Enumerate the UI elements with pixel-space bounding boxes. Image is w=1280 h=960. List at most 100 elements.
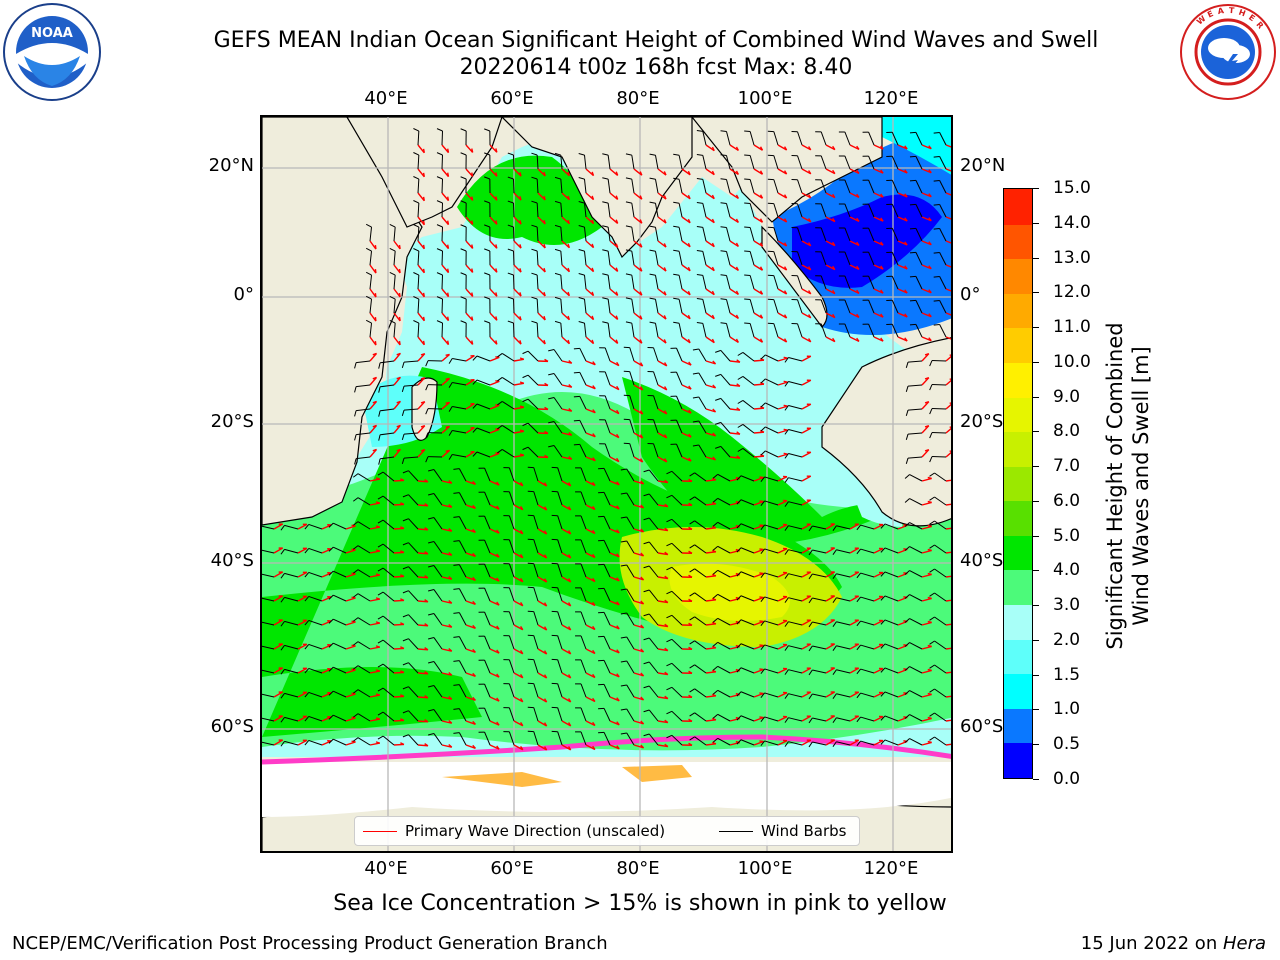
- wind-barb-staff: [536, 274, 539, 290]
- wind-barb-staff: [433, 661, 443, 674]
- wind-barb-staff: [934, 688, 947, 698]
- wind-barb-staff: [868, 203, 875, 218]
- wind-barb-staff: [836, 669, 851, 674]
- wind-barb-flag: [625, 225, 632, 228]
- wave-direction-arrowhead: [928, 169, 932, 174]
- wind-barb-flag: [602, 273, 609, 276]
- wave-direction-arrow: [585, 360, 596, 366]
- wave-direction-arrowhead: [783, 266, 788, 271]
- wind-barb-staff: [891, 252, 899, 266]
- wind-barb-flag: [712, 497, 719, 503]
- wind-barb-staff: [557, 515, 563, 530]
- wave-direction-arrowhead: [472, 552, 476, 557]
- wind-barb-staff: [553, 349, 563, 362]
- wind-barb-staff: [915, 276, 923, 290]
- wave-direction-arrow: [537, 336, 546, 345]
- wind-barb-staff: [765, 426, 779, 434]
- wave-direction-arrowhead: [711, 194, 715, 199]
- wave-direction-arrow: [657, 480, 668, 484]
- wave-direction-arrow: [681, 192, 691, 200]
- chart-subtitle: 20220614 t00z 168h fcst Max: 8.40: [459, 55, 853, 80]
- footer-date: 15 Jun 2022 on Hera: [1081, 933, 1266, 954]
- wind-barb-staff: [749, 155, 755, 170]
- wave-direction-arrowhead: [591, 339, 595, 344]
- wave-direction-arrow: [369, 526, 380, 530]
- wave-direction-arrowhead: [398, 340, 401, 346]
- wind-barb-staff: [694, 664, 707, 674]
- wind-barb-staff: [417, 178, 420, 194]
- wind-barb-staff: [357, 521, 371, 530]
- wave-direction-arrowhead: [592, 529, 596, 534]
- wave-direction-arrow: [705, 192, 715, 200]
- wave-direction-arrow: [705, 360, 716, 365]
- wave-direction-arrow: [585, 624, 596, 631]
- wave-direction-arrowhead: [472, 744, 476, 749]
- wind-barb-staff: [408, 638, 419, 650]
- wave-direction-arrowhead: [688, 502, 693, 506]
- wave-direction-arrow: [393, 288, 401, 298]
- wave-direction-arrow: [417, 600, 429, 603]
- wind-barb-flag: [304, 644, 310, 650]
- wind-barb-staff: [820, 323, 827, 338]
- wave-direction-arrowhead: [567, 578, 572, 583]
- wave-direction-arrowhead: [567, 626, 572, 631]
- wave-direction-arrow: [513, 264, 522, 273]
- wave-direction-arrowhead: [639, 243, 643, 248]
- wind-barb-staff: [433, 565, 443, 578]
- wave-direction-arrow: [777, 264, 787, 271]
- wave-direction-arrowhead: [592, 481, 596, 486]
- wave-direction-arrow: [777, 740, 788, 746]
- wave-direction-arrow: [921, 144, 932, 150]
- wind-barb-flag: [880, 571, 886, 577]
- wind-barb-flag: [402, 590, 409, 594]
- colorbar-band: [1004, 431, 1032, 467]
- wind-barb-flag: [784, 501, 789, 507]
- lon-tick-bottom-40e: 40°E: [364, 858, 408, 879]
- colorbar: [1003, 188, 1033, 779]
- wave-direction-arrow: [825, 240, 836, 247]
- wave-direction-arrow: [321, 620, 332, 626]
- wind-barb-staff: [626, 588, 635, 602]
- wave-direction-arrow: [417, 401, 426, 410]
- wind-barb-staff: [788, 429, 803, 434]
- wave-direction-arrow: [393, 424, 401, 434]
- wave-direction-arrowhead: [567, 339, 571, 345]
- wind-barb-flag: [666, 590, 673, 595]
- wave-direction-arrowhead: [639, 458, 644, 463]
- wave-direction-arrowhead: [735, 170, 740, 175]
- wind-barb-staff: [702, 155, 707, 170]
- colorbar-band: [1004, 362, 1032, 398]
- wave-direction-arrowhead: [711, 477, 717, 481]
- wave-direction-arrowhead: [400, 550, 405, 554]
- wind-barb-staff: [527, 398, 539, 410]
- wind-barb-staff: [844, 155, 851, 170]
- wave-direction-arrowhead: [592, 433, 596, 438]
- wave-direction-arrow: [513, 312, 522, 321]
- svg-text:H: H: [1238, 8, 1247, 19]
- wind-barb-staff: [797, 299, 803, 314]
- wave-direction-arrowhead: [949, 378, 951, 380]
- wind-barb-staff: [788, 477, 803, 482]
- wind-barb-staff: [939, 324, 947, 338]
- wave-direction-arrow: [489, 404, 500, 410]
- wave-direction-arrow: [945, 264, 951, 268]
- wind-barb-flag: [673, 225, 680, 228]
- wave-direction-arrow: [921, 353, 930, 362]
- wind-barb-staff: [357, 737, 371, 746]
- wind-barb-staff: [631, 251, 635, 266]
- wind-barb-flag: [643, 493, 650, 497]
- wind-barb-flag: [784, 573, 789, 579]
- wave-direction-arrow: [753, 431, 765, 434]
- wind-barb-staff: [607, 251, 611, 266]
- wave-direction-arrowhead: [856, 313, 860, 318]
- wave-direction-arrow: [537, 648, 548, 655]
- wind-barb-staff: [580, 659, 587, 674]
- wind-barb-staff: [836, 621, 851, 626]
- wind-barb-staff: [382, 471, 395, 482]
- wave-direction-arrow: [825, 715, 836, 722]
- wave-direction-arrow: [513, 528, 524, 535]
- wind-barb-flag: [905, 457, 909, 464]
- wind-barb-staff: [844, 323, 851, 338]
- wind-barb-flag: [453, 468, 460, 470]
- wind-barb-staff: [934, 544, 947, 554]
